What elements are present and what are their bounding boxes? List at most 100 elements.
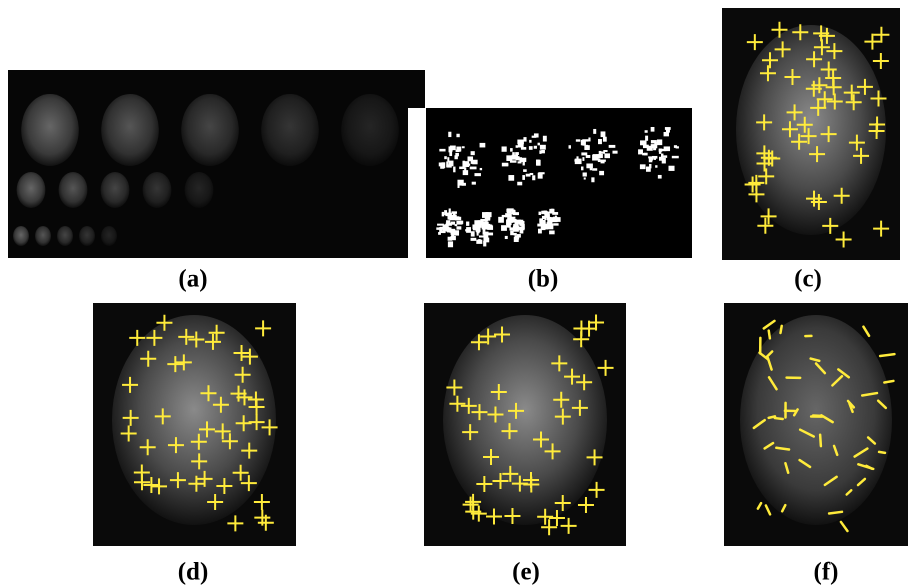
edge-blob [544,223,548,230]
edge-blob [448,241,453,245]
edge-blob [539,150,542,154]
edge-blob [461,182,466,186]
keypoint-marker [154,408,171,425]
keypoint-marker [544,443,561,460]
keypoint-marker [204,333,221,350]
edge-blob [477,220,484,226]
keypoint-marker [792,408,799,417]
keypoint-marker [577,497,594,514]
edge-blob [498,216,504,223]
edge-blob [474,220,481,225]
keypoint-marker [837,368,851,379]
edge-blob [449,228,456,233]
keypoint-marker [765,350,774,358]
edge-blob [549,230,555,235]
edge-blob [653,157,656,160]
edge-blob [603,150,608,153]
edge-blob [462,161,470,168]
edge-blob [653,145,657,151]
keypoint-marker [883,379,895,384]
edge-blob [600,159,606,162]
edge-blob [479,142,486,148]
edge-blob [504,163,509,166]
edge-blob [506,208,509,212]
edge-blob [597,158,601,163]
edge-blob [455,149,460,152]
edge-blob [444,210,448,216]
edge-blob [648,156,654,159]
edge-blob [516,222,519,228]
keypoint-marker [835,231,852,248]
edge-blob [506,155,513,162]
keypoint-marker [806,190,823,207]
keypoint-marker [196,470,213,487]
keypoint-marker [784,69,801,86]
edge-blob [520,147,527,150]
keypoint-marker [140,350,157,367]
edge-blob [456,133,460,138]
panel-label: (a) [178,266,207,293]
panel-label: (b) [528,266,559,293]
edge-blob [446,161,449,167]
edge-blob [509,216,516,219]
edge-blob [602,136,607,142]
keypoint-marker [169,472,186,489]
keypoint-marker [756,114,773,131]
edge-blob [512,212,519,216]
edge-blob [480,218,487,222]
edge-blob [529,172,534,176]
edge-blob [604,153,610,159]
keypoint-marker [760,208,777,225]
edge-blob [673,145,678,148]
keypoint-marker [522,472,539,489]
keypoint-marker [465,503,482,520]
keypoint-marker [810,99,827,116]
edge-blob [449,214,457,221]
edge-blob [517,181,523,186]
edge-blob [439,148,446,152]
edge-blob [649,157,653,161]
keypoint-marker [151,478,168,495]
panel-d-image [93,303,296,546]
keypoint-marker [490,384,507,401]
keypoint-marker [167,356,184,373]
keypoint-marker [862,325,871,338]
keypoint-marker [800,128,817,145]
edge-blob [537,228,542,234]
edge-blob [501,214,507,218]
keypoint-marker [537,508,554,525]
edge-blob [580,139,586,146]
edge-blob [519,157,527,162]
edge-blob [457,179,464,186]
pyramid-face [21,94,79,166]
keypoint-marker [502,465,519,482]
pyramid-face [101,226,117,246]
edge-blob [517,142,524,148]
keypoint-marker [779,324,783,335]
keypoint-marker [255,320,272,337]
keypoint-marker [212,396,229,413]
edge-blob [448,131,452,138]
keypoint-marker [240,475,257,492]
pyramid-face [13,226,29,246]
keypoint-marker [744,176,761,193]
keypoint-marker [122,376,139,393]
edge-blob [639,164,646,170]
edge-blob [441,211,445,217]
edge-blob [522,160,525,166]
edge-blob [537,223,542,227]
keypoint-marker [762,319,776,330]
edge-blob [455,216,462,221]
edge-blob [482,221,489,227]
keypoint-marker [188,475,205,492]
keypoint-marker [573,331,590,348]
pyramid-face [142,172,172,208]
keypoint-marker [597,359,614,376]
keypoint-marker [471,404,488,421]
edge-blob [538,211,542,215]
edge-blob [547,219,552,224]
keypoint-marker [208,324,225,341]
edge-blob [547,221,550,226]
keypoint-marker [764,504,772,516]
